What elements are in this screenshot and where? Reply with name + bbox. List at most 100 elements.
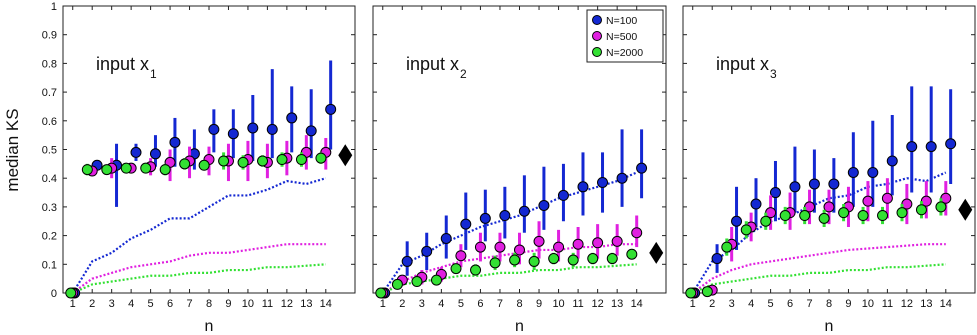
data-point	[528, 255, 540, 267]
x-tick-label: 6	[477, 298, 483, 310]
y-tick-label: 0.7	[42, 87, 57, 99]
reference-diamond-marker	[338, 144, 353, 167]
panel-title: input x	[406, 54, 459, 74]
data-point	[711, 253, 723, 265]
data-point	[305, 125, 317, 137]
x-axis-label: n	[205, 318, 214, 335]
data-point	[391, 278, 403, 290]
x-tick-label: 2	[89, 298, 95, 310]
y-tick-label: 0.4	[42, 173, 57, 185]
data-point	[626, 248, 638, 260]
data-point	[149, 148, 161, 160]
x-tick-label: 6	[167, 298, 173, 310]
data-point	[597, 177, 609, 189]
data-point	[906, 141, 918, 153]
data-point	[430, 274, 442, 286]
reference-diamond-marker	[958, 198, 973, 221]
data-point	[450, 263, 462, 275]
series-n100	[379, 129, 648, 299]
series-n100	[69, 60, 337, 299]
data-point	[81, 164, 93, 176]
legend: N=100 N=500 N=2000	[586, 9, 664, 63]
x-tick-label: 13	[300, 298, 312, 310]
reference-line-n2000	[692, 263, 946, 295]
y-tick-label: 1	[51, 1, 57, 13]
data-point	[509, 254, 521, 266]
y-tick-label: 0	[51, 288, 57, 300]
x-tick-label: 4	[748, 298, 754, 310]
x-tick-label: 5	[458, 298, 464, 310]
data-point	[470, 264, 482, 276]
reference-line-n500	[72, 243, 326, 294]
reference-line-n500	[692, 243, 946, 294]
data-point	[828, 178, 840, 190]
data-point	[421, 245, 433, 257]
data-point	[489, 257, 501, 269]
x-tick-label: 11	[572, 298, 583, 310]
x-tick-label: 9	[845, 298, 851, 310]
data-point	[538, 199, 550, 211]
legend-label: N=100	[606, 15, 637, 27]
y-tick-label: 0.2	[42, 231, 57, 243]
data-point	[567, 254, 579, 266]
data-point	[494, 241, 506, 253]
x-tick-label: 1	[380, 298, 386, 310]
series-n2000	[375, 248, 638, 299]
data-point	[514, 244, 525, 256]
x-tick-label: 1	[690, 298, 696, 310]
data-point	[315, 152, 327, 164]
data-point	[925, 141, 937, 153]
reference-diamond-marker	[649, 241, 664, 264]
data-point	[237, 156, 249, 168]
data-point	[401, 255, 413, 267]
panel-title: input x	[96, 54, 149, 74]
panel-title-subscript: 2	[460, 67, 467, 81]
x-tick-label: 5	[768, 298, 774, 310]
data-point	[616, 172, 628, 184]
data-point	[750, 198, 762, 210]
y-tick-label: 0.1	[42, 259, 57, 271]
data-point	[818, 212, 830, 224]
data-point	[838, 207, 850, 219]
data-point	[479, 212, 491, 224]
data-point	[460, 218, 472, 230]
data-point	[140, 162, 152, 174]
legend-marker	[592, 47, 602, 57]
legend-label: N=500	[606, 31, 637, 43]
x-tick-label: 9	[225, 298, 231, 310]
data-point	[548, 253, 560, 265]
y-tick-label: 0.6	[42, 116, 57, 128]
data-point	[325, 103, 337, 115]
data-point	[572, 238, 584, 250]
data-point	[65, 287, 77, 299]
x-tick-label: 7	[806, 298, 812, 310]
legend-marker	[592, 31, 602, 41]
y-tick-label: 0.3	[42, 202, 57, 214]
data-point	[101, 164, 113, 176]
legend-label: N=2000	[606, 47, 643, 59]
data-point	[375, 287, 387, 299]
data-point	[198, 159, 210, 171]
x-tick-label: 2	[709, 298, 715, 310]
y-tick-label: 0.9	[42, 30, 57, 42]
x-tick-label: 8	[826, 298, 832, 310]
data-point	[257, 155, 269, 167]
data-point	[847, 166, 859, 178]
data-point	[915, 204, 927, 216]
series-n100	[689, 86, 957, 299]
x-tick-label: 3	[729, 298, 735, 310]
data-point	[169, 136, 181, 148]
x-tick-label: 14	[631, 298, 643, 310]
series-n500	[687, 178, 952, 299]
x-tick-label: 14	[320, 298, 332, 310]
data-point	[862, 195, 874, 207]
panel-title: input x	[716, 54, 769, 74]
x-tick-label: 6	[787, 298, 793, 310]
data-point	[474, 241, 486, 253]
data-point	[120, 162, 132, 174]
x-tick-label: 3	[419, 298, 425, 310]
x-tick-label: 5	[148, 298, 154, 310]
panels-group: 00.10.20.30.40.50.60.70.80.911 2 3 4 5 6 7 8 9 10…	[42, 1, 976, 335]
data-point	[411, 276, 423, 288]
